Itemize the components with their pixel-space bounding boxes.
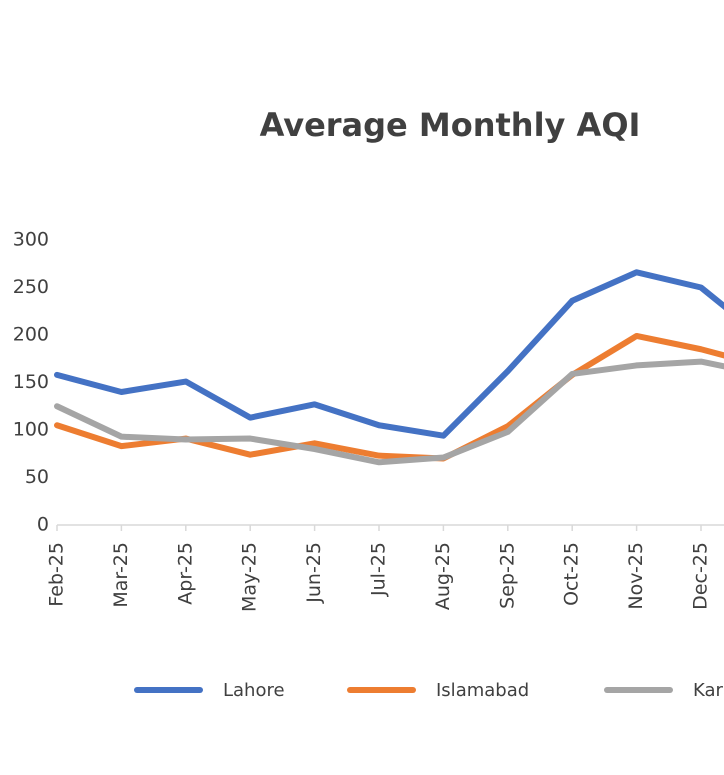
x-tick-label: Oct-25 xyxy=(561,542,583,606)
x-tick-label: Mar-25 xyxy=(110,542,132,608)
y-tick-label: 150 xyxy=(13,371,49,393)
legend-label: Islamabad xyxy=(436,680,529,701)
y-tick-label: 200 xyxy=(13,324,49,346)
legend-label: Lahore xyxy=(223,680,285,701)
x-tick-label: Sep-25 xyxy=(496,542,518,609)
legend-label: Karachi xyxy=(693,680,724,701)
y-tick-label: 0 xyxy=(37,514,49,536)
x-tick-label: Feb-25 xyxy=(46,542,68,607)
y-tick-label: 300 xyxy=(13,229,49,251)
x-tick-label: Apr-25 xyxy=(174,542,196,605)
chart-title: Average Monthly AQI xyxy=(260,106,641,144)
x-tick-label: Jul-25 xyxy=(368,542,390,597)
x-tick-label: Aug-25 xyxy=(432,542,454,610)
x-tick-label: Jun-25 xyxy=(303,542,325,604)
x-tick-label: Dec-25 xyxy=(690,542,712,610)
x-tick-label: Nov-25 xyxy=(625,542,647,610)
x-tick-label: May-25 xyxy=(239,542,261,612)
y-tick-label: 50 xyxy=(25,466,49,488)
line-series xyxy=(54,358,724,466)
y-tick-label: 250 xyxy=(13,276,49,298)
y-tick-label: 100 xyxy=(13,419,49,441)
line-series xyxy=(54,269,724,439)
